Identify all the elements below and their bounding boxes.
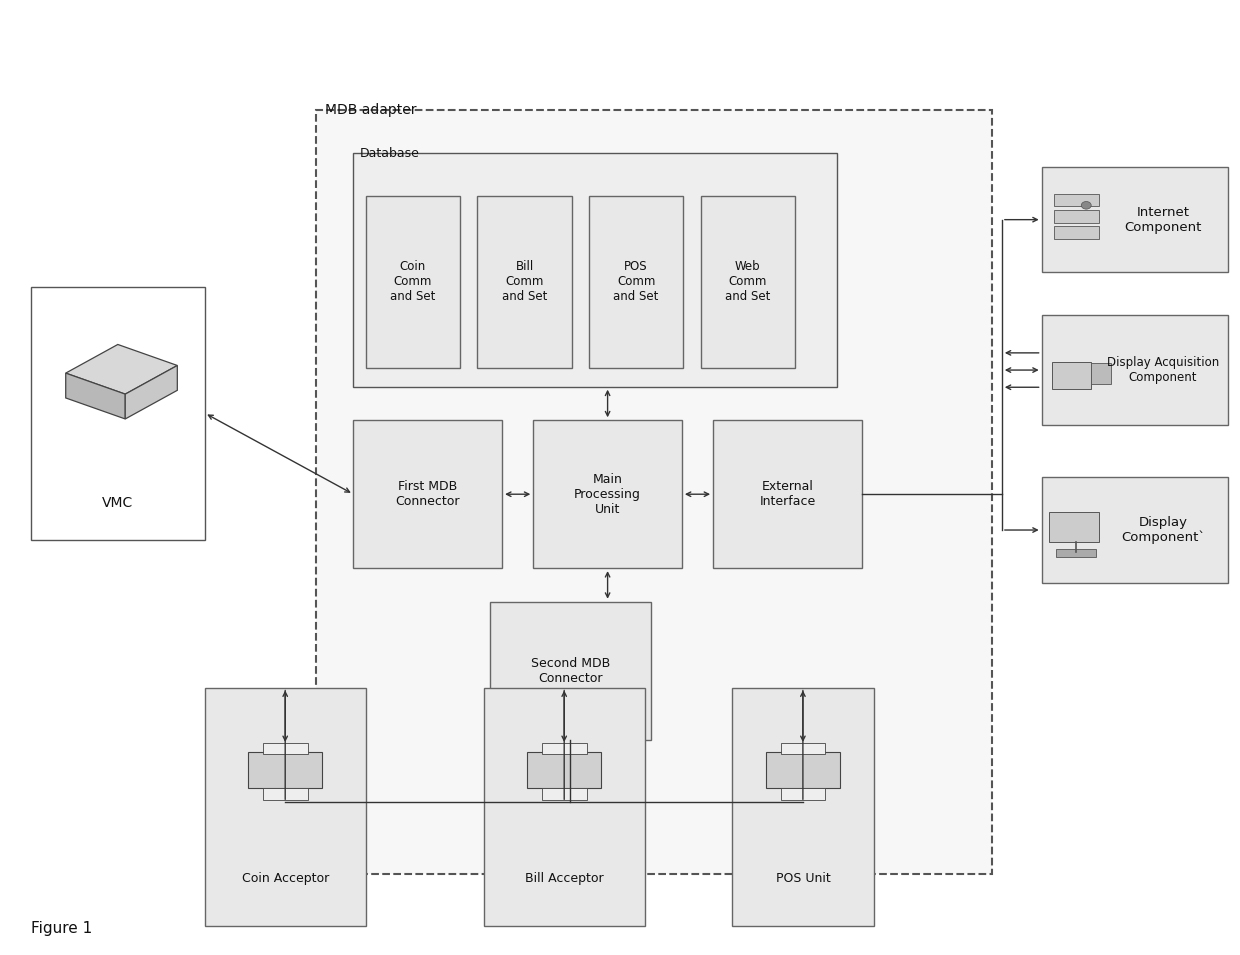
FancyBboxPatch shape [1054,226,1099,239]
Polygon shape [125,366,177,419]
Text: Second MDB
Connector: Second MDB Connector [531,657,610,685]
FancyBboxPatch shape [1042,167,1228,272]
Text: Display Acquisition
Component: Display Acquisition Component [1107,356,1219,384]
FancyBboxPatch shape [263,743,308,754]
FancyBboxPatch shape [490,602,651,740]
Text: Bill Acceptor: Bill Acceptor [525,872,604,885]
FancyBboxPatch shape [1054,210,1099,223]
Text: Main
Processing
Unit: Main Processing Unit [574,473,641,516]
FancyBboxPatch shape [353,420,502,568]
FancyBboxPatch shape [1042,315,1228,425]
Text: Internet
Component: Internet Component [1125,205,1202,234]
FancyBboxPatch shape [1056,549,1096,557]
FancyBboxPatch shape [589,196,683,368]
FancyBboxPatch shape [527,753,601,789]
FancyBboxPatch shape [1042,478,1228,583]
FancyBboxPatch shape [353,153,837,387]
Text: Coin
Comm
and Set: Coin Comm and Set [391,260,435,304]
FancyBboxPatch shape [1052,362,1091,390]
FancyBboxPatch shape [542,789,587,800]
FancyBboxPatch shape [484,688,645,926]
FancyBboxPatch shape [542,743,587,754]
Text: Display
Component`: Display Component` [1121,516,1205,544]
FancyBboxPatch shape [477,196,572,368]
FancyBboxPatch shape [713,420,862,568]
Text: Database: Database [360,147,419,160]
FancyBboxPatch shape [316,110,992,874]
Circle shape [1081,202,1091,209]
FancyBboxPatch shape [765,753,841,789]
FancyBboxPatch shape [1054,194,1099,206]
Polygon shape [66,345,177,394]
Text: Coin Acceptor: Coin Acceptor [242,872,329,885]
Text: Web
Comm
and Set: Web Comm and Set [725,260,770,304]
Text: Bill
Comm
and Set: Bill Comm and Set [502,260,547,304]
FancyBboxPatch shape [701,196,795,368]
Text: POS
Comm
and Set: POS Comm and Set [614,260,658,304]
FancyBboxPatch shape [781,789,826,800]
FancyBboxPatch shape [1049,512,1099,542]
FancyBboxPatch shape [248,753,322,789]
FancyBboxPatch shape [366,196,460,368]
Text: Figure 1: Figure 1 [31,921,92,936]
FancyBboxPatch shape [1091,363,1111,384]
Text: VMC: VMC [102,497,134,510]
Text: POS Unit: POS Unit [775,872,831,885]
FancyBboxPatch shape [31,286,205,540]
FancyBboxPatch shape [533,420,682,568]
Text: First MDB
Connector: First MDB Connector [396,480,460,508]
Polygon shape [66,373,125,419]
FancyBboxPatch shape [732,688,874,926]
Text: MDB adapter: MDB adapter [325,102,417,117]
FancyBboxPatch shape [205,688,366,926]
FancyBboxPatch shape [263,789,308,800]
FancyBboxPatch shape [781,743,826,754]
Text: External
Interface: External Interface [759,480,816,508]
